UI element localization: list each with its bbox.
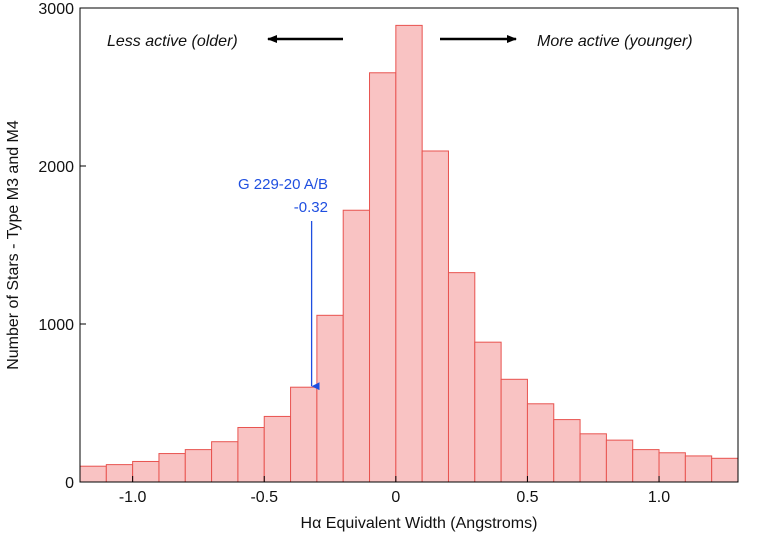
histogram-bar — [263, 415, 292, 483]
histogram-bar — [316, 314, 344, 483]
x-axis-title: Hα Equivalent Width (Angstroms) — [301, 515, 538, 532]
y-tick-label: 2000 — [38, 159, 74, 176]
x-tick-label: -0.5 — [250, 489, 278, 506]
histogram-bar — [553, 419, 581, 483]
marker-star-name: G 229-20 A/B — [238, 176, 328, 193]
more-active-label: More active (younger) — [537, 33, 693, 50]
histogram-bar — [132, 460, 160, 483]
marker-value-label: -0.32 — [294, 199, 328, 216]
histogram-bar — [79, 465, 107, 483]
histogram-bar — [237, 426, 265, 483]
histogram-bar — [290, 386, 318, 483]
histogram-bar — [474, 341, 502, 483]
x-tick-label: 0 — [391, 489, 400, 506]
histogram-bar — [211, 441, 239, 483]
histogram-bar — [711, 457, 739, 483]
x-tick-label: 0.5 — [516, 489, 538, 506]
histogram-bar — [500, 378, 528, 483]
histogram-bar — [605, 439, 634, 483]
plot-frame — [79, 7, 739, 483]
histogram-bar — [684, 455, 713, 483]
x-axis-ticks: -1.0 -0.5 0 0.5 1.0 — [119, 476, 670, 506]
histogram-bar — [105, 464, 134, 483]
less-active-label: Less active (older) — [107, 33, 238, 50]
y-tick-label: 0 — [65, 475, 74, 492]
y-axis-ticks: 0 1000 2000 3000 — [38, 1, 86, 492]
histogram-bar — [447, 272, 476, 483]
histogram-bar — [158, 453, 186, 483]
histogram-bar — [526, 403, 555, 483]
histogram-bar — [632, 449, 660, 483]
histogram-bar — [342, 209, 371, 483]
histogram-bars — [79, 24, 739, 483]
x-tick-label: -1.0 — [119, 489, 147, 506]
histogram-bar — [395, 24, 423, 483]
y-tick-label: 3000 — [38, 1, 74, 18]
histogram-bar — [369, 72, 397, 483]
x-tick-label: 1.0 — [648, 489, 670, 506]
y-tick-label: 1000 — [38, 317, 74, 334]
y-axis-title: Number of Stars - Type M3 and M4 — [5, 120, 22, 370]
histogram-bar — [421, 150, 449, 483]
histogram-bar — [579, 433, 607, 483]
histogram-bar — [658, 452, 686, 483]
histogram-bar — [184, 449, 213, 483]
